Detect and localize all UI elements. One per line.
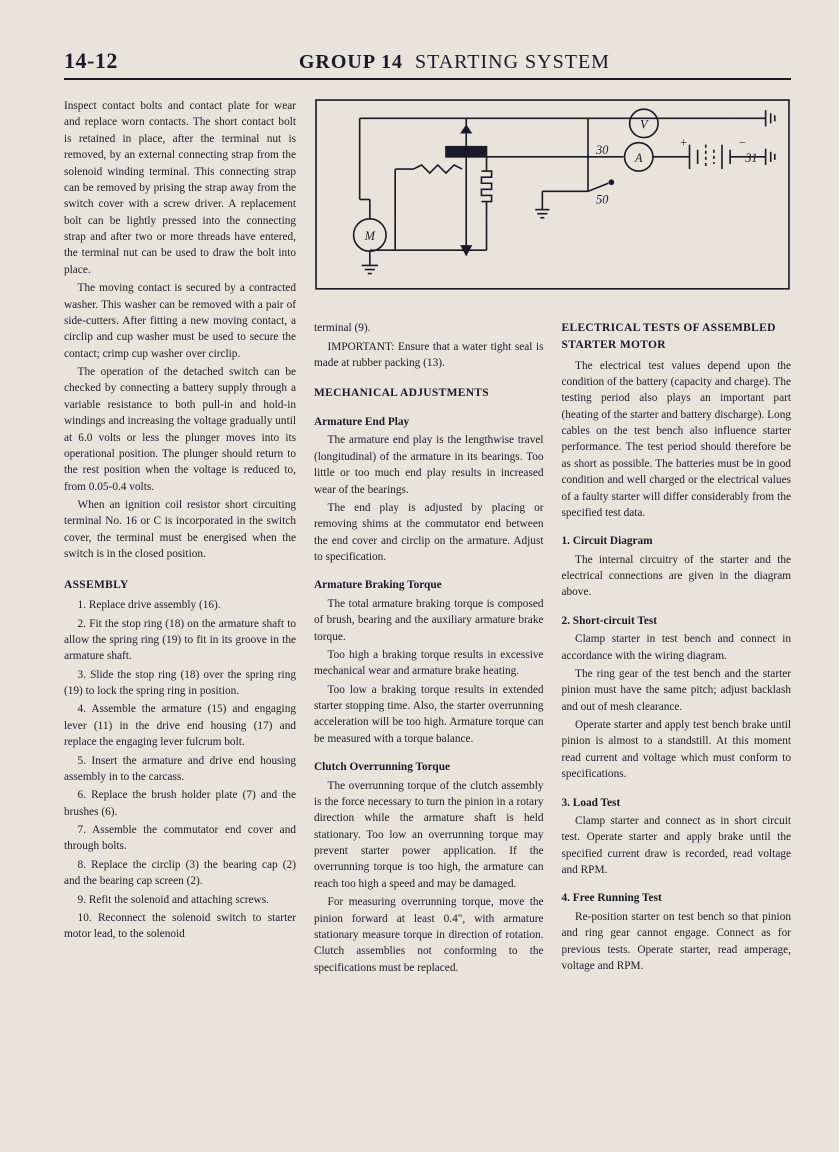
load-test-heading: 3. Load Test: [562, 795, 792, 811]
page-content: Inspect contact bolts and contact plate …: [64, 98, 791, 978]
svg-text:A: A: [634, 151, 643, 165]
free-running-heading: 4. Free Running Test: [562, 890, 792, 906]
circuit-diagram-heading: 1. Circuit Diagram: [562, 533, 792, 549]
col2-cont1: terminal (9).: [314, 320, 544, 336]
step-7: 7. Assemble the commutator end cover and…: [64, 822, 296, 855]
mech-adjust-heading: MECHANICAL ADJUSTMENTS: [314, 385, 544, 402]
col1-para4: When an ignition coil resistor short cir…: [64, 497, 296, 563]
circuit-diagram-svg: V 30 A +: [314, 98, 791, 291]
svg-text:−: −: [738, 136, 746, 150]
svg-text:V: V: [640, 117, 649, 131]
step-3: 3. Slide the stop ring (18) over the spr…: [64, 667, 296, 700]
clutch-heading: Clutch Overrunning Torque: [314, 759, 544, 775]
svg-text:30: 30: [595, 143, 608, 157]
step-6: 6. Replace the brush holder plate (7) an…: [64, 787, 296, 820]
short-circuit-heading: 2. Short-circuit Test: [562, 613, 792, 629]
brake-heading: Armature Braking Torque: [314, 577, 544, 593]
page-number: 14-12: [64, 48, 118, 74]
page-header: 14-12 GROUP 14 STARTING SYSTEM: [64, 48, 791, 80]
endplay-p2: The end play is adjusted by placing or r…: [314, 500, 544, 566]
col1-para2: The moving contact is secured by a contr…: [64, 280, 296, 362]
step-5: 5. Insert the armature and drive end hou…: [64, 753, 296, 786]
svg-text:50: 50: [596, 193, 608, 207]
t2-p3: Operate starter and apply test bench bra…: [562, 717, 792, 783]
elec-p1: The electrical test values depend upon t…: [562, 358, 792, 522]
column-2: terminal (9). IMPORTANT: Ensure that a w…: [314, 320, 544, 978]
col2-cont2: IMPORTANT: Ensure that a water tight sea…: [314, 339, 544, 372]
group-title: GROUP 14 STARTING SYSTEM: [118, 51, 791, 74]
clutch-p1: The overrunning torque of the clutch ass…: [314, 778, 544, 893]
t2-p2: The ring gear of the test bench and the …: [562, 666, 792, 715]
step-4: 4. Assemble the armature (15) and engagi…: [64, 701, 296, 750]
step-1: 1. Replace drive assembly (16).: [64, 597, 296, 613]
t1-p: The internal circuitry of the starter an…: [562, 552, 792, 601]
endplay-p1: The armature end play is the lengthwise …: [314, 432, 544, 498]
col1-para3: The operation of the detached switch can…: [64, 364, 296, 495]
circuit-diagram-figure: V 30 A +: [314, 98, 791, 296]
electrical-tests-heading: ELECTRICAL TESTS OF ASSEMBLED STARTER MO…: [562, 320, 792, 353]
step-9: 9. Refit the solenoid and attaching scre…: [64, 892, 296, 908]
step-8: 8. Replace the circlip (3) the bearing c…: [64, 857, 296, 890]
t4-p: Re-position starter on test bench so tha…: [562, 909, 792, 975]
svg-text:M: M: [364, 229, 376, 243]
column-3: ELECTRICAL TESTS OF ASSEMBLED STARTER MO…: [562, 320, 792, 978]
step-10: 10. Reconnect the solenoid switch to sta…: [64, 910, 296, 943]
endplay-heading: Armature End Play: [314, 414, 544, 430]
clutch-p2: For measuring overrunning torque, move t…: [314, 894, 544, 976]
svg-text:31: 31: [744, 151, 757, 165]
t3-p: Clamp starter and connect as in short ci…: [562, 813, 792, 879]
svg-text:+: +: [679, 136, 687, 150]
step-2: 2. Fit the stop ring (18) on the armatur…: [64, 616, 296, 665]
assembly-heading: ASSEMBLY: [64, 577, 296, 594]
t2-p1: Clamp starter in test bench and connect …: [562, 631, 792, 664]
column-1: Inspect contact bolts and contact plate …: [64, 98, 296, 978]
brake-p2: Too high a braking torque results in exc…: [314, 647, 544, 680]
right-block: V 30 A +: [314, 98, 791, 978]
brake-p3: Too low a braking torque results in exte…: [314, 682, 544, 748]
col1-para1: Inspect contact bolts and contact plate …: [64, 98, 296, 278]
brake-p1: The total armature braking torque is com…: [314, 596, 544, 645]
